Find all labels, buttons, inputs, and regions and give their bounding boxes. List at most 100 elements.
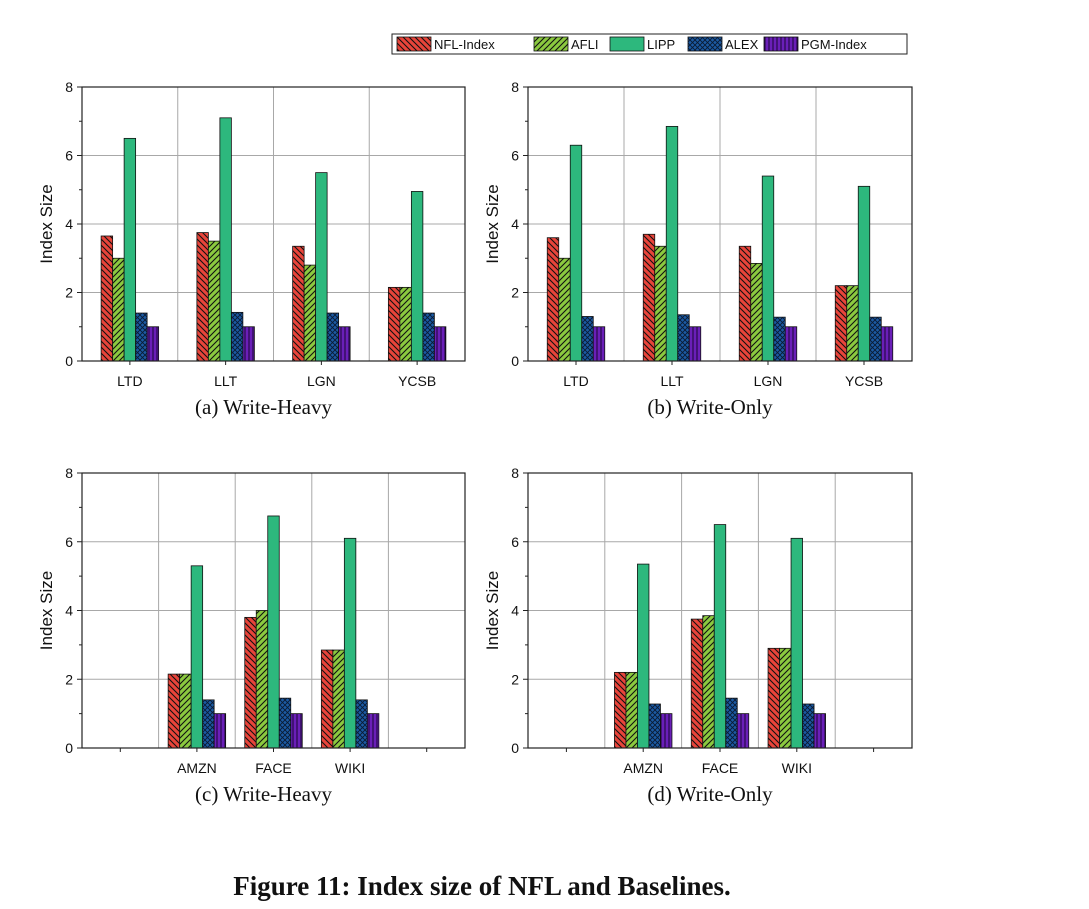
bar xyxy=(202,699,215,749)
bar xyxy=(355,699,368,749)
chart-panel: 0 2 4 6 8 AMZN FACE WIKI Index Size (c) Write-Hea… xyxy=(37,465,466,806)
bar xyxy=(213,713,227,749)
x-tick-label: LLT xyxy=(214,373,238,389)
chart-panel: 0 2 4 6 8 LTD LLT LGN YCSB Index Size (b) Write-On… xyxy=(483,79,913,419)
y-tick-label: 0 xyxy=(65,353,73,369)
bar xyxy=(725,697,738,749)
bar xyxy=(399,286,412,362)
bar xyxy=(857,185,871,362)
x-tick-label: FACE xyxy=(702,760,739,776)
bar xyxy=(702,615,715,749)
panel-subtitle: (c) Write-Heavy xyxy=(195,782,332,806)
x-tick-label: LGN xyxy=(754,373,783,389)
bar xyxy=(326,312,340,362)
panel-subtitle: (d) Write-Only xyxy=(647,782,773,806)
y-tick-label: 2 xyxy=(511,671,519,687)
bar xyxy=(654,245,667,362)
bar xyxy=(179,673,192,749)
y-tick-label: 6 xyxy=(65,534,73,550)
y-tick-label: 0 xyxy=(511,740,519,756)
bar xyxy=(332,649,345,749)
bar xyxy=(292,245,305,362)
bar xyxy=(767,647,780,749)
bar xyxy=(713,524,727,749)
legend-label: PGM-Index xyxy=(801,37,867,52)
bar xyxy=(135,312,148,362)
bar xyxy=(637,563,650,749)
bar xyxy=(648,703,661,749)
bar xyxy=(255,610,269,749)
y-axis-label: Index Size xyxy=(37,571,56,650)
y-tick-label: 4 xyxy=(65,216,73,232)
legend-swatch xyxy=(763,36,799,52)
y-tick-label: 6 xyxy=(511,148,519,164)
y-tick-label: 6 xyxy=(65,148,73,164)
legend-swatch xyxy=(533,36,569,52)
bar xyxy=(315,172,328,362)
bar xyxy=(834,285,848,362)
legend: NFL-Index AFLI LIPP ALEX PGM-Index xyxy=(391,33,908,55)
x-tick-label: YCSB xyxy=(398,373,436,389)
bar xyxy=(642,233,656,362)
bar xyxy=(190,565,204,749)
bar xyxy=(614,671,627,749)
bar xyxy=(207,240,221,362)
x-tick-label: AMZN xyxy=(177,760,217,776)
legend-swatch xyxy=(687,36,723,52)
legend-label: NFL-Index xyxy=(434,37,495,52)
bar xyxy=(320,649,334,749)
legend-swatch xyxy=(609,36,645,52)
y-tick-label: 2 xyxy=(65,285,73,301)
bar xyxy=(219,117,232,362)
y-tick-label: 2 xyxy=(65,671,73,687)
bar xyxy=(625,671,638,749)
y-tick-label: 8 xyxy=(511,465,519,481)
bar xyxy=(779,647,792,749)
bar xyxy=(738,245,752,362)
bar xyxy=(278,697,292,749)
bar xyxy=(167,673,181,749)
bar xyxy=(592,326,606,362)
bar xyxy=(581,316,594,362)
bar xyxy=(267,515,280,749)
bar xyxy=(869,316,882,362)
bar xyxy=(880,326,894,362)
chart-panels: 0 2 4 6 8 LTD LLT LGN YCSB Index Size (a) Write-He… xyxy=(37,79,913,806)
bar xyxy=(677,314,690,362)
bar xyxy=(750,262,763,362)
x-tick-label: YCSB xyxy=(845,373,883,389)
bar xyxy=(761,175,775,362)
bar xyxy=(784,326,798,362)
bar xyxy=(546,237,560,362)
y-axis-label: Index Size xyxy=(483,184,502,263)
bar xyxy=(112,257,125,362)
x-tick-label: LGN xyxy=(307,373,336,389)
y-tick-label: 4 xyxy=(511,216,519,232)
y-tick-label: 6 xyxy=(511,534,519,550)
x-tick-label: AMZN xyxy=(623,760,663,776)
bar xyxy=(123,137,137,362)
y-tick-label: 4 xyxy=(511,603,519,619)
bar xyxy=(410,191,424,362)
panel-subtitle: (a) Write-Heavy xyxy=(195,395,332,419)
x-tick-label: FACE xyxy=(255,760,292,776)
y-tick-label: 8 xyxy=(511,79,519,95)
bar xyxy=(558,257,571,362)
bar xyxy=(660,713,673,749)
bar xyxy=(343,537,357,749)
x-tick-label: LTD xyxy=(563,373,588,389)
bar xyxy=(100,235,114,362)
bar xyxy=(690,618,704,749)
chart-panel: 0 2 4 6 8 LTD LLT LGN YCSB Index Size (a) Write-He… xyxy=(37,79,466,419)
y-axis-label: Index Size xyxy=(483,571,502,650)
y-tick-label: 0 xyxy=(65,740,73,756)
legend-swatch xyxy=(396,36,432,52)
bar xyxy=(790,537,803,749)
bar xyxy=(846,285,859,362)
x-tick-label: WIKI xyxy=(782,760,812,776)
bar xyxy=(230,311,244,362)
bar xyxy=(338,326,351,362)
bar xyxy=(665,125,679,362)
legend-label: AFLI xyxy=(571,37,598,52)
